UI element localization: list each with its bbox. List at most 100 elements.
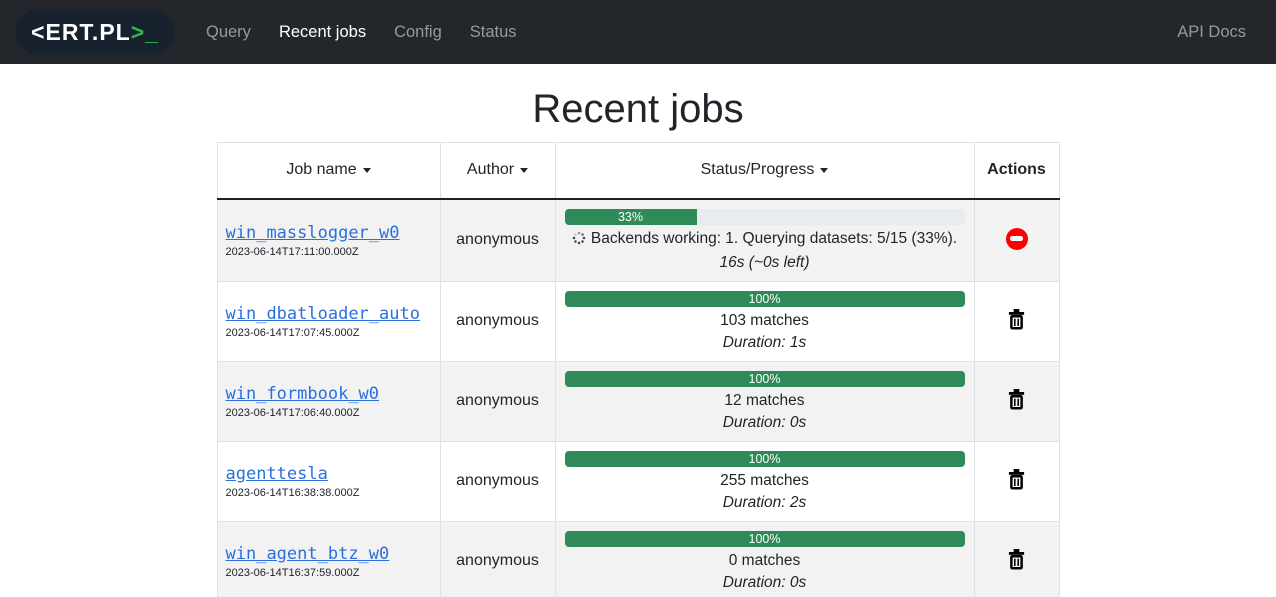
job-status-text: 103 matches: [720, 311, 809, 329]
job-actions-cell: [973, 520, 1060, 597]
progress-bar: 100%: [564, 370, 965, 387]
chevron-down-icon: [520, 167, 529, 173]
progress-percent-label: 33%: [617, 209, 644, 224]
job-author: anonymous: [439, 360, 556, 442]
job-actions-cell: [973, 280, 1060, 362]
job-author: anonymous: [439, 440, 556, 522]
cancel-stop-icon: [1005, 227, 1028, 250]
nav-links: Query Recent jobs Config Status: [192, 15, 531, 50]
chevron-down-icon: [362, 167, 371, 173]
job-timestamp: 2023-06-14T16:37:59.000Z: [225, 566, 360, 579]
table-row: win_dbatloader_auto 2023-06-14T17:07:45.…: [216, 280, 1060, 362]
column-header-label: Author: [466, 161, 515, 179]
job-actions-cell: [973, 198, 1060, 282]
page-title: Recent jobs: [532, 87, 744, 131]
progress-bar: 100%: [564, 290, 965, 307]
table-row: win_formbook_w0 2023-06-14T17:06:40.000Z…: [216, 360, 1060, 442]
job-status-cell: 100% 103 matches Duration: 1s: [554, 280, 975, 362]
nav-item-recent-jobs[interactable]: Recent jobs: [278, 22, 367, 41]
progress-percent-label: 100%: [748, 291, 781, 306]
job-detail-text: Duration: 0s: [722, 413, 807, 431]
trash-icon: [1008, 469, 1025, 490]
job-name-link[interactable]: win_agent_btz_w0: [225, 543, 390, 564]
progress-percent-label: 100%: [748, 371, 781, 386]
column-header-label: Job name: [286, 161, 357, 179]
job-status-text: 12 matches: [724, 391, 805, 409]
job-timestamp: 2023-06-14T17:07:45.000Z: [225, 326, 360, 339]
progress-bar: 100%: [564, 530, 965, 547]
table-row: agenttesla 2023-06-14T16:38:38.000Z anon…: [216, 440, 1060, 522]
chevron-down-icon: [820, 167, 829, 173]
jobs-table-body: win_masslogger_w0 2023-06-14T17:11:00.00…: [216, 198, 1060, 597]
job-author: anonymous: [439, 280, 556, 362]
trash-icon: [1008, 389, 1025, 410]
job-timestamp: 2023-06-14T16:38:38.000Z: [225, 486, 360, 499]
job-status-text: 255 matches: [720, 471, 809, 489]
job-actions-cell: [973, 440, 1060, 522]
nav-item-api-docs[interactable]: API Docs: [1177, 22, 1246, 41]
job-name-cell: win_formbook_w0 2023-06-14T17:06:40.000Z: [216, 360, 441, 442]
progress-bar-fill: 100%: [564, 290, 965, 307]
column-header-actions: Actions: [973, 142, 1060, 200]
cancel-job-button[interactable]: [1004, 226, 1030, 255]
column-header-status-progress[interactable]: Status/Progress: [554, 142, 975, 200]
job-status-cell: 100% 255 matches Duration: 2s: [554, 440, 975, 522]
certpl-logo[interactable]: <ERT.PL>_: [16, 9, 174, 55]
job-name-cell: agenttesla 2023-06-14T16:38:38.000Z: [216, 440, 441, 522]
progress-percent-label: 100%: [748, 531, 781, 546]
delete-job-button[interactable]: [1005, 307, 1028, 335]
job-name-link[interactable]: agenttesla: [225, 463, 328, 484]
job-timestamp: 2023-06-14T17:06:40.000Z: [225, 406, 360, 419]
job-name-cell: win_agent_btz_w0 2023-06-14T16:37:59.000…: [216, 520, 441, 597]
nav-right: API Docs: [1163, 23, 1260, 42]
table-header-row: Job name Author Status/Progress Actions: [216, 142, 1060, 200]
progress-bar-fill: 33%: [564, 208, 697, 225]
column-header-label: Status/Progress: [700, 161, 815, 179]
nav-item-query[interactable]: Query: [206, 22, 251, 41]
column-header-label: Actions: [987, 161, 1046, 179]
job-name-link[interactable]: win_masslogger_w0: [225, 222, 400, 243]
job-detail-text: Duration: 0s: [722, 573, 807, 591]
progress-bar-fill: 100%: [564, 370, 965, 387]
nav-item-config[interactable]: Config: [394, 22, 442, 41]
column-header-job-name[interactable]: Job name: [216, 142, 441, 200]
delete-job-button[interactable]: [1005, 547, 1028, 575]
job-name-cell: win_dbatloader_auto 2023-06-14T17:07:45.…: [216, 280, 441, 362]
top-navbar: <ERT.PL>_ Query Recent jobs Config Statu…: [0, 0, 1276, 64]
job-status-cell: 33% Backends working: 1. Querying datase…: [554, 198, 975, 282]
column-header-author[interactable]: Author: [439, 142, 556, 200]
job-author: anonymous: [439, 198, 556, 282]
table-row: win_masslogger_w0 2023-06-14T17:11:00.00…: [216, 198, 1060, 282]
job-name-link[interactable]: win_dbatloader_auto: [225, 303, 420, 324]
progress-bar-fill: 100%: [564, 530, 965, 547]
job-actions-cell: [973, 360, 1060, 442]
job-detail-text: Duration: 2s: [722, 493, 807, 511]
certpl-logo-text: <ERT.PL>_: [31, 18, 159, 45]
job-detail-text: 16s (~0s left): [719, 253, 810, 271]
table-row: win_agent_btz_w0 2023-06-14T16:37:59.000…: [216, 520, 1060, 597]
job-detail-text: Duration: 1s: [722, 333, 807, 351]
progress-bar: 100%: [564, 450, 965, 467]
job-status-text: 0 matches: [728, 551, 801, 569]
job-status-cell: 100% 12 matches Duration: 0s: [554, 360, 975, 442]
job-status-line: 0 matches: [565, 552, 965, 570]
job-status-line: 12 matches: [565, 392, 965, 410]
job-name-link[interactable]: win_formbook_w0: [225, 383, 380, 404]
progress-bar: 33%: [564, 208, 965, 225]
job-timestamp: 2023-06-14T17:11:00.000Z: [225, 245, 359, 258]
delete-job-button[interactable]: [1005, 467, 1028, 495]
loading-spinner-icon: [572, 231, 586, 250]
nav-item-status[interactable]: Status: [469, 22, 517, 41]
job-status-line: 103 matches: [565, 312, 965, 330]
job-name-cell: win_masslogger_w0 2023-06-14T17:11:00.00…: [216, 198, 441, 282]
job-status-text: Backends working: 1. Querying datasets: …: [590, 229, 958, 247]
trash-icon: [1008, 309, 1025, 330]
delete-job-button[interactable]: [1005, 387, 1028, 415]
job-author: anonymous: [439, 520, 556, 597]
recent-jobs-table: Job name Author Status/Progress Actions …: [216, 142, 1060, 597]
progress-bar-fill: 100%: [564, 450, 965, 467]
progress-percent-label: 100%: [748, 451, 781, 466]
job-status-line: 255 matches: [565, 472, 965, 490]
job-status-cell: 100% 0 matches Duration: 0s: [554, 520, 975, 597]
trash-icon: [1008, 549, 1025, 570]
